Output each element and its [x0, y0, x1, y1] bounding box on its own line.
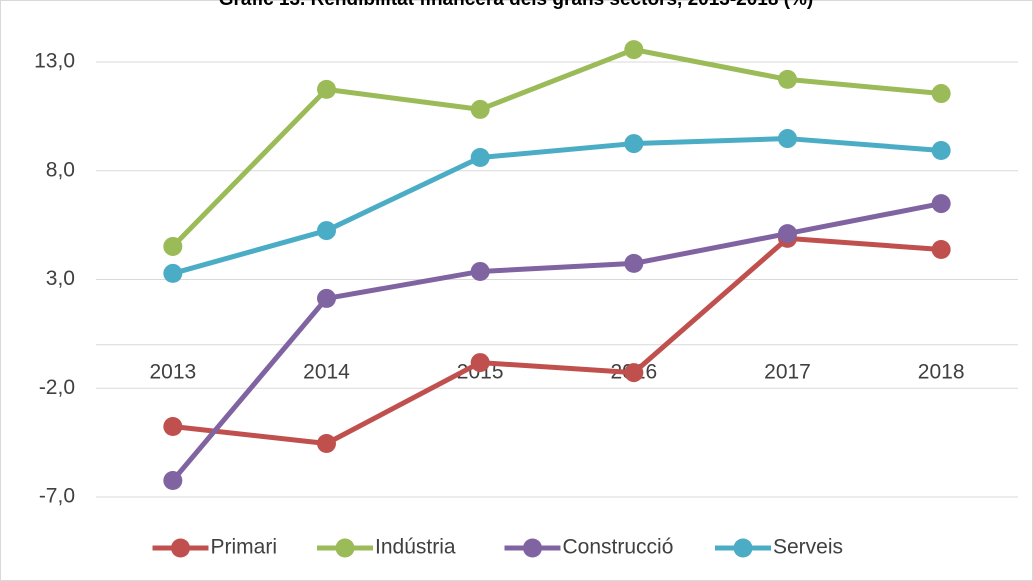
legend-marker — [171, 538, 190, 558]
legend-marker — [523, 538, 542, 558]
legend-label: Indústria — [375, 536, 456, 559]
data-point — [778, 224, 797, 244]
data-point — [317, 79, 336, 99]
data-point — [624, 40, 644, 60]
y-tick-label: -2,0 — [39, 376, 75, 399]
data-point — [163, 470, 183, 490]
legend-label: Serveis — [773, 536, 843, 559]
series-line — [172, 136, 942, 276]
x-tick-label: 2018 — [918, 360, 965, 383]
data-point — [931, 84, 951, 104]
data-point — [470, 261, 490, 281]
legend-label: Construcció — [563, 536, 674, 559]
data-point — [317, 433, 336, 453]
chart-title: Gràfic 13. Rendibilitat financera dels g… — [219, 0, 814, 10]
data-point — [163, 417, 183, 437]
data-point — [470, 147, 490, 167]
data-point — [163, 236, 183, 256]
data-point — [317, 221, 336, 241]
x-tick-label: 2017 — [764, 360, 811, 383]
series-line — [170, 201, 942, 483]
data-point — [778, 129, 797, 149]
data-point — [470, 353, 490, 373]
data-point — [624, 253, 644, 273]
y-tick-label: 3,0 — [46, 267, 75, 290]
data-point — [470, 99, 490, 119]
legend-marker — [733, 538, 753, 558]
data-point — [931, 141, 951, 161]
data-point — [317, 288, 336, 308]
y-tick-label: -7,0 — [39, 485, 75, 508]
data-point — [624, 134, 644, 154]
data-point — [778, 69, 797, 89]
data-point — [163, 263, 183, 283]
data-point — [624, 363, 644, 383]
legend-marker — [335, 538, 355, 558]
legend-label: Primari — [211, 536, 278, 559]
series-line — [172, 235, 942, 446]
x-tick-label: 2014 — [303, 360, 350, 383]
data-point — [931, 194, 951, 214]
data-point — [931, 239, 951, 259]
x-tick-label: 2013 — [149, 360, 196, 383]
y-tick-label: 13,0 — [34, 50, 75, 73]
y-tick-label: 8,0 — [46, 158, 75, 181]
series-line — [171, 47, 942, 249]
